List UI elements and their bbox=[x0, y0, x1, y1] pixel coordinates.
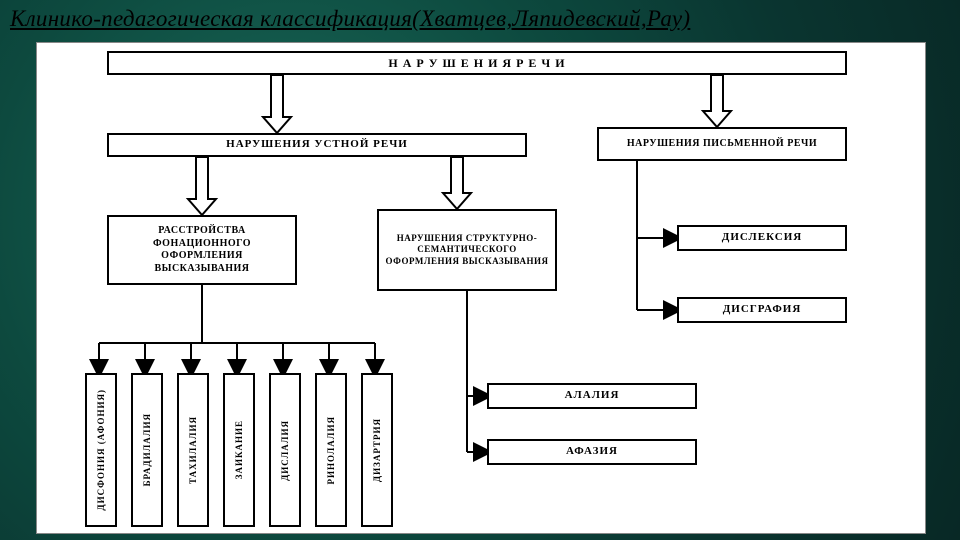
node-written: НАРУШЕНИЯ ПИСЬМЕННОЙ РЕЧИ bbox=[597, 127, 847, 161]
node-oral: НАРУШЕНИЯ УСТНОЙ РЕЧИ bbox=[107, 133, 527, 157]
node-dyslex: ДИСЛЕКСИЯ bbox=[677, 225, 847, 251]
node-aphasia: АФАЗИЯ bbox=[487, 439, 697, 465]
leaf-v5: ДИСЛАЛИЯ bbox=[269, 373, 301, 527]
node-dysgr: ДИСГРАФИЯ bbox=[677, 297, 847, 323]
leaf-v2: БРАДИЛАЛИЯ bbox=[131, 373, 163, 527]
leaf-v3: ТАХИЛАЛИЯ bbox=[177, 373, 209, 527]
node-struct: НАРУШЕНИЯ СТРУКТУРНО-СЕМАНТИЧЕСКОГО ОФОР… bbox=[377, 209, 557, 291]
leaf-v1: ДИСФОНИЯ (АФОНИЯ) bbox=[85, 373, 117, 527]
leaf-v4: ЗАИКАНИЕ bbox=[223, 373, 255, 527]
leaf-v7: ДИЗАРТРИЯ bbox=[361, 373, 393, 527]
node-phon: РАССТРОЙСТВА ФОНАЦИОННОГО ОФОРМЛЕНИЯ ВЫС… bbox=[107, 215, 297, 285]
node-root: Н А Р У Ш Е Н И Я Р Е Ч И bbox=[107, 51, 847, 75]
slide-title: Клинико-педагогическая классификация(Хва… bbox=[10, 6, 690, 32]
leaf-v6: РИНОЛАЛИЯ bbox=[315, 373, 347, 527]
node-alalia: АЛАЛИЯ bbox=[487, 383, 697, 409]
diagram-canvas: Н А Р У Ш Е Н И Я Р Е Ч И НАРУШЕНИЯ УСТНО… bbox=[36, 42, 926, 534]
